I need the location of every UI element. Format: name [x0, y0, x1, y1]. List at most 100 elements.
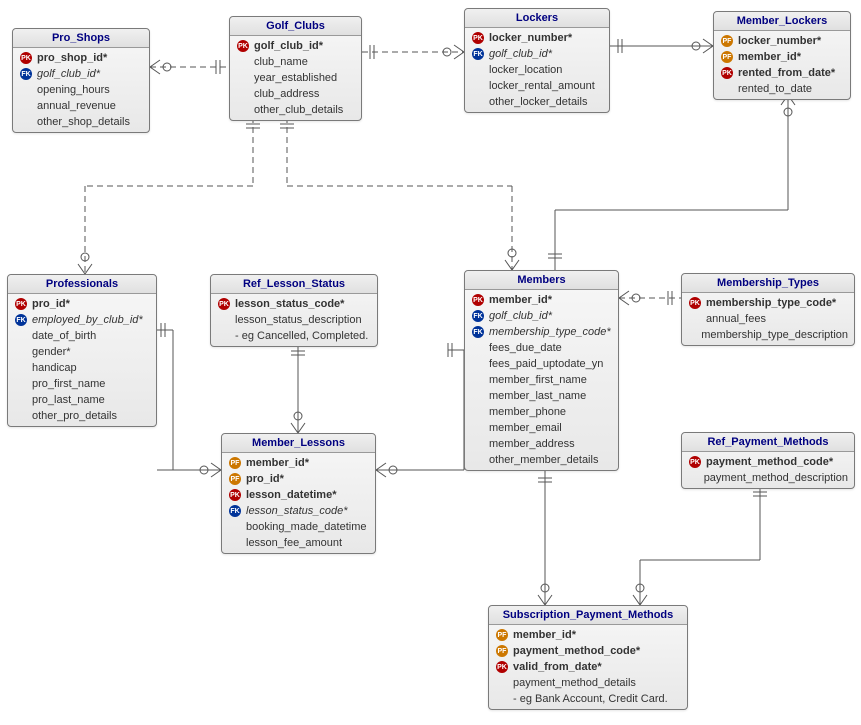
attribute-name: fees_paid_uptodate_yn	[485, 358, 603, 370]
attribute-row: annual_revenue	[13, 98, 149, 114]
pk-icon: PK	[15, 298, 27, 310]
attribute-row: PKlesson_status_code*	[211, 296, 377, 312]
attribute-name: year_established	[250, 72, 337, 84]
attribute-row: locker_location	[465, 62, 609, 78]
fk-icon: FK	[472, 310, 484, 322]
attribute-row: other_club_details	[230, 102, 361, 118]
key-badge: FK	[471, 48, 485, 60]
attribute-name: rented_to_date	[734, 83, 812, 95]
attribute-row: fees_paid_uptodate_yn	[465, 356, 618, 372]
entity-subscription-payment-methods: Subscription_Payment_MethodsPFmember_id*…	[488, 605, 688, 710]
attribute-row: FKgolf_club_id*	[465, 46, 609, 62]
attribute-name: member_id*	[734, 51, 801, 63]
pf-icon: PF	[229, 473, 241, 485]
attribute-row: gender*	[8, 344, 156, 360]
attribute-name: - eg Cancelled, Completed.	[231, 330, 368, 342]
entity-membership-types: Membership_TypesPKmembership_type_code*a…	[681, 273, 855, 346]
key-badge: PF	[495, 629, 509, 641]
key-badge: PK	[236, 40, 250, 52]
attribute-row: pro_last_name	[8, 392, 156, 408]
attribute-row: FKmembership_type_code*	[465, 324, 618, 340]
attribute-name: lesson_status_code*	[242, 505, 348, 517]
attribute-row: pro_first_name	[8, 376, 156, 392]
key-badge: FK	[471, 326, 485, 338]
attribute-row: annual_fees	[682, 311, 854, 327]
attribute-row: handicap	[8, 360, 156, 376]
attribute-row: lesson_fee_amount	[222, 535, 375, 551]
pk-icon: PK	[472, 32, 484, 44]
entity-title: Membership_Types	[682, 274, 854, 293]
key-badge: PK	[495, 661, 509, 673]
fk-icon: FK	[472, 326, 484, 338]
pk-icon: PK	[689, 297, 701, 309]
attribute-row: other_pro_details	[8, 408, 156, 424]
attribute-name: fees_due_date	[485, 342, 562, 354]
attribute-name: other_pro_details	[28, 410, 117, 422]
attribute-name: lesson_status_description	[231, 314, 362, 326]
key-badge: PF	[228, 457, 242, 469]
attribute-name: other_shop_details	[33, 116, 130, 128]
entity-body: PFmember_id*PFpro_id*PKlesson_datetime*F…	[222, 453, 375, 553]
key-badge: FK	[14, 314, 28, 326]
key-badge: PK	[471, 294, 485, 306]
entity-body: PKpro_id*FKemployed_by_club_id*date_of_b…	[8, 294, 156, 426]
attribute-name: payment_method_details	[509, 677, 636, 689]
attribute-name: golf_club_id*	[250, 40, 323, 52]
attribute-name: member_first_name	[485, 374, 587, 386]
attribute-row: PKlocker_number*	[465, 30, 609, 46]
entity-title: Subscription_Payment_Methods	[489, 606, 687, 625]
attribute-name: pro_last_name	[28, 394, 105, 406]
entity-title: Golf_Clubs	[230, 17, 361, 36]
attribute-name: locker_location	[485, 64, 562, 76]
key-badge: PK	[228, 489, 242, 501]
entity-body: PFlocker_number*PFmember_id*PKrented_fro…	[714, 31, 850, 99]
entity-title: Professionals	[8, 275, 156, 294]
attribute-name: member_email	[485, 422, 562, 434]
pf-icon: PF	[229, 457, 241, 469]
attribute-row: PKpro_id*	[8, 296, 156, 312]
attribute-row: PKpro_shop_id*	[13, 50, 149, 66]
attribute-row: PKmember_id*	[465, 292, 618, 308]
key-badge: PK	[688, 297, 702, 309]
attribute-name: lesson_status_code*	[231, 298, 344, 310]
attribute-row: other_member_details	[465, 452, 618, 468]
entity-body: PKmembership_type_code*annual_feesmember…	[682, 293, 854, 345]
attribute-row: date_of_birth	[8, 328, 156, 344]
key-badge: FK	[19, 68, 33, 80]
attribute-name: membership_type_code*	[485, 326, 611, 338]
attribute-name: payment_method_code*	[509, 645, 640, 657]
key-badge: FK	[471, 310, 485, 322]
attribute-name: - eg Bank Account, Credit Card.	[509, 693, 668, 705]
key-badge: PF	[720, 51, 734, 63]
attribute-name: payment_method_code*	[702, 456, 833, 468]
entity-lockers: LockersPKlocker_number*FKgolf_club_id*lo…	[464, 8, 610, 113]
entity-body: PKlesson_status_code* lesson_status_descr…	[211, 294, 377, 346]
pk-icon: PK	[496, 661, 508, 673]
attribute-row: member_last_name	[465, 388, 618, 404]
attribute-row: FKgolf_club_id*	[13, 66, 149, 82]
attribute-row: PKmembership_type_code*	[682, 295, 854, 311]
key-badge: PF	[495, 645, 509, 657]
attribute-name: golf_club_id*	[485, 48, 552, 60]
attribute-row: - eg Bank Account, Credit Card.	[489, 691, 687, 707]
attribute-row: PFpayment_method_code*	[489, 643, 687, 659]
attribute-name: lesson_fee_amount	[242, 537, 342, 549]
attribute-row: payment_method_details	[489, 675, 687, 691]
fk-icon: FK	[229, 505, 241, 517]
attribute-name: pro_id*	[242, 473, 284, 485]
key-badge: PK	[19, 52, 33, 64]
attribute-row: year_established	[230, 70, 361, 86]
attribute-row: FKemployed_by_club_id*	[8, 312, 156, 328]
attribute-name: golf_club_id*	[485, 310, 552, 322]
pf-icon: PF	[496, 629, 508, 641]
attribute-row: member_first_name	[465, 372, 618, 388]
attribute-name: handicap	[28, 362, 77, 374]
pf-icon: PF	[721, 35, 733, 47]
entity-professionals: ProfessionalsPKpro_id*FKemployed_by_club…	[7, 274, 157, 427]
key-badge: PF	[720, 35, 734, 47]
entity-body: PKmember_id*FKgolf_club_id*FKmembership_…	[465, 290, 618, 470]
attribute-row: FKgolf_club_id*	[465, 308, 618, 324]
attribute-name: club_name	[250, 56, 308, 68]
attribute-row: PKrented_from_date*	[714, 65, 850, 81]
entity-pro-shops: Pro_ShopsPKpro_shop_id*FKgolf_club_id*op…	[12, 28, 150, 133]
